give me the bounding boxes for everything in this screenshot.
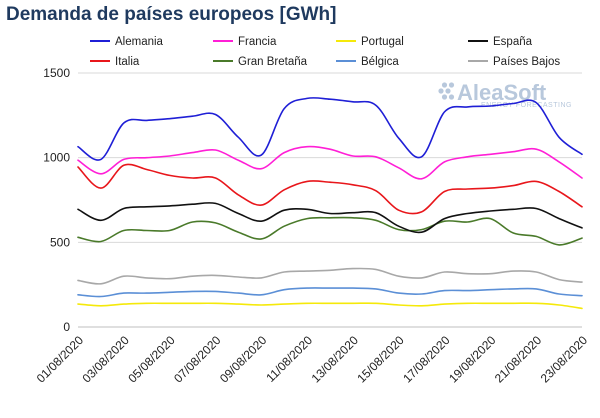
series-line-espana [77, 201, 583, 234]
legend-item-gran-bretana: Gran Bretaña [213, 56, 308, 68]
legend-label: Gran Bretaña [238, 56, 308, 68]
legend-item-francia: Francia [213, 36, 277, 48]
x-tick-label: 11/08/2020 [263, 333, 315, 385]
y-tick-label: 1500 [43, 66, 70, 80]
legend-item-belgica: Bélgica [336, 56, 399, 68]
aleasoft-logo-icon [438, 82, 455, 100]
x-tick-label: 17/08/2020 [400, 333, 453, 386]
series-lines [77, 96, 583, 310]
series-line-belgica [77, 287, 583, 298]
y-tick-label: 0 [63, 320, 70, 334]
chart-title: Demanda de países europeos [GWh] [6, 4, 337, 25]
x-axis: 01/08/202003/08/202005/08/202007/08/2020… [34, 333, 591, 386]
x-tick-label: 21/08/2020 [492, 333, 545, 386]
x-tick-label: 05/08/2020 [125, 333, 178, 386]
series-line-gran-bretana [77, 216, 583, 246]
legend-item-espana: España [468, 36, 533, 48]
legend-item-italia: Italia [90, 56, 140, 68]
x-tick-label: 07/08/2020 [171, 333, 224, 386]
x-tick-label: 19/08/2020 [446, 333, 499, 386]
x-tick-label: 01/08/2020 [34, 333, 87, 386]
legend: Alemania Francia Portugal España Italia Gran … [90, 36, 560, 68]
y-tick-label: 500 [50, 235, 70, 249]
watermark-tagline: ENERGY FORECASTING [481, 102, 572, 109]
legend-item-portugal: Portugal [336, 36, 404, 48]
legend-label: Países Bajos [493, 56, 560, 68]
x-tick-label: 13/08/2020 [309, 333, 362, 386]
legend-label: Alemania [115, 36, 164, 48]
series-line-portugal [77, 302, 583, 310]
series-line-paises-bajos [77, 267, 583, 285]
series-line-italia [77, 163, 583, 215]
legend-label: Francia [238, 36, 277, 48]
y-tick-label: 1000 [43, 151, 70, 165]
legend-item-paises-bajos: Países Bajos [468, 56, 560, 68]
legend-label: Portugal [361, 36, 404, 48]
x-tick-label: 03/08/2020 [80, 333, 133, 386]
legend-label: España [493, 36, 533, 48]
y-axis: 0 500 1000 1500 [43, 66, 70, 334]
legend-item-alemania: Alemania [90, 36, 164, 48]
grid-lines [78, 72, 582, 328]
x-tick-label: 09/08/2020 [217, 333, 270, 386]
legend-label: Bélgica [361, 56, 399, 68]
series-line-alemania [77, 96, 583, 161]
series-line-francia [77, 145, 583, 180]
x-tick-label: 23/08/2020 [538, 333, 591, 386]
legend-label: Italia [115, 56, 140, 68]
x-tick-label: 15/08/2020 [354, 333, 407, 386]
